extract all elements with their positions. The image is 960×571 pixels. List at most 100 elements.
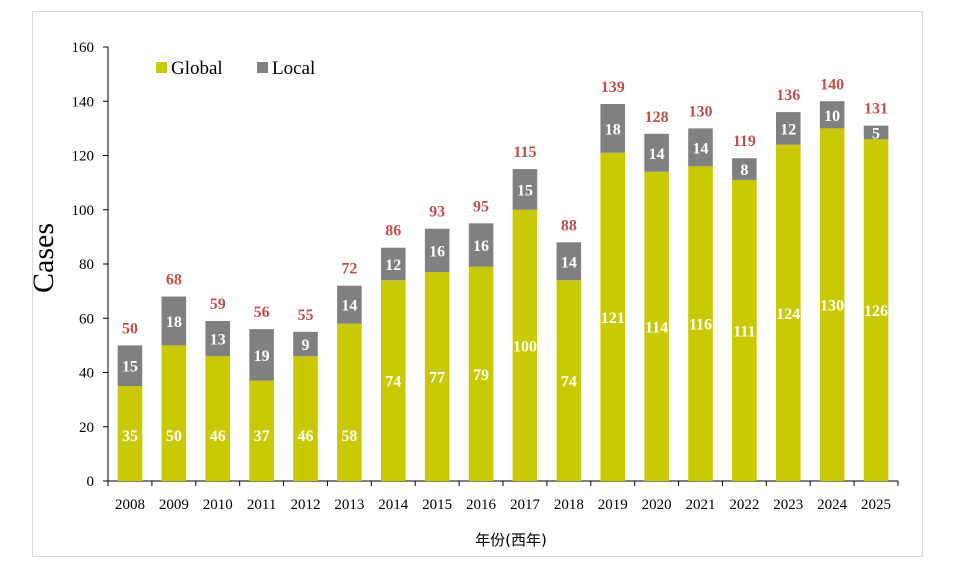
x-tick-label: 2021 <box>686 497 716 513</box>
data-label-total: 119 <box>733 133 756 150</box>
data-label-global: 124 <box>776 306 800 323</box>
bar-global <box>380 280 406 481</box>
y-tick-label: 100 <box>72 203 95 219</box>
data-label-total: 140 <box>820 76 844 93</box>
data-label-total: 86 <box>385 223 401 240</box>
data-label-local: 18 <box>166 314 182 331</box>
x-tick-label: 2012 <box>291 497 321 513</box>
legend-swatch-local <box>257 62 268 73</box>
bar-local <box>600 103 626 153</box>
data-label-global: 77 <box>429 370 445 387</box>
data-label-total: 88 <box>561 217 577 234</box>
data-label-global: 126 <box>864 303 888 320</box>
data-label-total: 50 <box>122 320 138 337</box>
x-tick-label: 2010 <box>203 497 233 513</box>
data-label-local: 15 <box>122 359 138 376</box>
legend: Global Local <box>156 58 315 79</box>
data-label-global: 58 <box>341 428 357 445</box>
data-label-local: 14 <box>561 254 577 271</box>
bar-global <box>600 152 626 481</box>
bar-local <box>249 329 274 381</box>
x-tick-label: 2020 <box>642 497 672 513</box>
x-axis: 2008 2009 2010 2011 2012 2013 2014 2015 2016 2017… <box>107 480 899 513</box>
x-tick-label: 2023 <box>773 497 803 513</box>
bar-global <box>468 266 494 481</box>
data-label-local: 14 <box>693 140 709 157</box>
bar-local <box>161 296 187 346</box>
bar-global <box>337 323 362 481</box>
bar-global <box>819 128 845 481</box>
bar-local <box>512 169 538 210</box>
bar-local <box>644 133 669 172</box>
data-label-total: 72 <box>341 261 357 278</box>
bar-global <box>512 209 538 481</box>
bar-global <box>117 386 143 481</box>
data-label-local: 14 <box>341 298 357 315</box>
data-label-local: 18 <box>605 121 621 138</box>
bar-global <box>205 356 231 481</box>
data-label-global: 46 <box>298 428 314 445</box>
data-label-total: 59 <box>210 296 226 313</box>
data-label-global: 37 <box>254 428 270 445</box>
data-label-local: 14 <box>649 146 665 163</box>
bar-global <box>732 179 757 481</box>
data-label-local: 16 <box>473 238 489 255</box>
x-tick-label: 2022 <box>729 497 759 513</box>
data-label-local: 5 <box>872 125 880 142</box>
data-label-global: 50 <box>166 428 182 445</box>
data-label-total: 95 <box>473 198 489 215</box>
bar-global <box>293 356 318 481</box>
data-label-global: 116 <box>689 317 712 334</box>
bar-global <box>688 166 713 481</box>
data-label-local: 12 <box>780 121 796 138</box>
y-tick-label: 60 <box>79 311 94 327</box>
data-label-total: 68 <box>166 272 182 289</box>
legend-label-local: Local <box>272 58 315 79</box>
data-label-total: 56 <box>254 304 270 321</box>
x-tick-label: 2009 <box>159 497 189 513</box>
data-label-total: 130 <box>689 103 713 120</box>
data-label-local: 8 <box>740 162 748 179</box>
bar-local <box>732 158 757 180</box>
bar-global <box>424 272 450 481</box>
x-tick-label: 2013 <box>334 497 364 513</box>
bar-global <box>644 171 669 481</box>
bar-local <box>775 112 801 145</box>
data-label-global: 114 <box>645 319 668 336</box>
data-label-global: 74 <box>385 374 401 391</box>
x-tick-label: 2018 <box>554 497 584 513</box>
legend-label-global: Global <box>171 58 223 79</box>
x-tick-label: 2024 <box>817 497 848 513</box>
y-tick-label: 20 <box>79 420 94 436</box>
legend-swatch-global <box>156 62 167 73</box>
data-label-local: 15 <box>517 182 533 199</box>
data-label-local: 19 <box>254 348 270 365</box>
x-tick-label: 2008 <box>115 497 145 513</box>
bar-local <box>205 320 231 357</box>
x-tick-label: 2016 <box>466 497 497 513</box>
y-axis: 0 20 40 60 80 100 120 140 160 <box>72 40 109 490</box>
data-label-local: 9 <box>302 337 310 354</box>
data-label-total: 139 <box>601 79 625 96</box>
data-label-global: 111 <box>733 323 755 340</box>
y-tick-label: 80 <box>79 257 94 273</box>
bar-local <box>863 125 889 140</box>
bar-local <box>819 101 845 129</box>
data-label-global: 46 <box>210 428 226 445</box>
data-label-global: 79 <box>473 367 489 384</box>
bar-global <box>556 280 582 481</box>
data-label-total: 128 <box>645 109 669 126</box>
bar-local <box>380 247 406 281</box>
bar-local <box>117 345 143 387</box>
x-tick-label: 2017 <box>510 497 541 513</box>
data-label-global: 130 <box>820 298 844 315</box>
data-label-total: 93 <box>429 204 445 221</box>
y-axis-title: Cases <box>27 223 60 293</box>
bar-local <box>337 285 362 324</box>
data-label-local: 16 <box>429 243 445 260</box>
bar-global <box>249 380 274 481</box>
bar-local <box>424 228 450 273</box>
x-tick-label: 2019 <box>598 497 628 513</box>
x-tick-label: 2011 <box>247 497 276 513</box>
